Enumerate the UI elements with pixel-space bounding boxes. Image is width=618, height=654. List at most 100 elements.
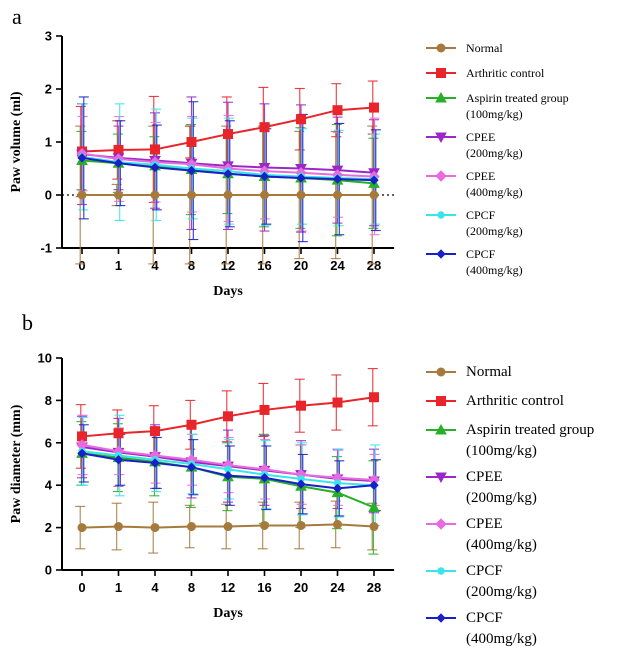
legend-label: (100mg/kg) <box>466 107 523 121</box>
legend-label: CPEE <box>466 469 503 485</box>
legend-marker <box>436 249 446 259</box>
legend-label: (400mg/kg) <box>466 631 537 647</box>
x-tick-label: 28 <box>367 580 381 595</box>
data-point <box>223 470 233 481</box>
x-tick-label: 24 <box>330 580 345 595</box>
legend-label: (200mg/kg) <box>466 584 537 600</box>
legend-label: CPEE <box>466 130 495 144</box>
data-point <box>332 105 343 116</box>
legend-label: CPEE <box>466 516 503 532</box>
legend-marker <box>435 170 447 182</box>
data-point <box>296 400 306 411</box>
data-point <box>259 473 270 483</box>
panel-letter-a: a <box>12 4 22 29</box>
x-tick-label: 12 <box>221 580 235 595</box>
data-point <box>296 520 306 530</box>
legend-label: CPCF <box>466 610 503 626</box>
y-tick-label: 10 <box>38 351 52 366</box>
data-point <box>369 102 379 113</box>
legend-label: Arthritic control <box>466 393 564 409</box>
data-point <box>150 162 160 173</box>
x-tick-label: 20 <box>294 258 308 273</box>
legend: Normal Arthritic control Aspirin treated g… <box>426 41 569 277</box>
data-point <box>332 397 343 408</box>
legend-marker <box>436 43 446 53</box>
legend-marker <box>437 211 445 219</box>
y-tick-label: 0 <box>45 563 52 578</box>
data-point <box>260 190 269 200</box>
panel-letter-b: b <box>22 310 33 335</box>
data-point <box>223 411 233 422</box>
y-tick-label: 1 <box>45 135 52 150</box>
data-point <box>187 522 196 532</box>
x-tick-label: 0 <box>78 258 85 273</box>
data-point <box>113 428 124 439</box>
x-tick-label: 16 <box>257 258 271 273</box>
data-point <box>114 190 123 200</box>
legend-label: CPEE <box>466 169 495 183</box>
data-point <box>259 122 270 133</box>
data-point <box>150 458 160 468</box>
legend: Normal Arthritic control Aspirin treated g… <box>426 364 594 647</box>
y-axis-title: Paw diameter (mm) <box>9 404 24 523</box>
x-tick-label: 28 <box>367 258 381 273</box>
data-point <box>150 190 160 200</box>
data-point <box>113 455 124 465</box>
data-point <box>186 462 197 472</box>
data-point <box>369 392 379 403</box>
data-point <box>223 169 233 179</box>
legend-label: CPCF <box>466 563 503 579</box>
data-point <box>332 174 343 184</box>
x-tick-label: 16 <box>257 580 271 595</box>
legend-label: Normal <box>466 41 503 55</box>
legend-label: Normal <box>466 364 512 380</box>
data-point <box>259 404 270 415</box>
y-tick-label: 8 <box>45 393 52 408</box>
legend-marker <box>436 367 446 377</box>
data-point <box>77 448 87 459</box>
data-point <box>186 137 197 147</box>
data-point <box>77 523 87 533</box>
data-point <box>150 426 160 437</box>
data-point <box>113 144 124 155</box>
y-tick-label: 2 <box>45 520 52 535</box>
legend-marker <box>436 68 446 78</box>
data-point <box>296 190 306 200</box>
data-point <box>369 175 379 185</box>
x-tick-label: 24 <box>330 258 345 273</box>
legend-label: (100mg/kg) <box>466 443 537 459</box>
legend-label: CPCF <box>466 208 496 222</box>
x-tick-label: 1 <box>115 258 122 273</box>
data-point <box>77 190 87 200</box>
data-point <box>368 501 380 512</box>
y-tick-label: 6 <box>45 435 52 450</box>
data-point <box>259 171 270 182</box>
data-point <box>187 190 196 200</box>
x-tick-label: 20 <box>294 580 308 595</box>
legend-marker <box>435 518 447 530</box>
data-point <box>223 190 233 200</box>
y-tick-label: -1 <box>40 241 52 256</box>
legend-label: (200mg/kg) <box>466 224 523 238</box>
y-axis-title: Paw volume (ml) <box>9 91 24 192</box>
y-tick-label: 3 <box>45 29 52 44</box>
legend-label: (200mg/kg) <box>466 490 537 506</box>
data-point <box>223 522 233 532</box>
legend-label: (400mg/kg) <box>466 263 523 277</box>
y-tick-label: 2 <box>45 82 52 97</box>
legend-label: (200mg/kg) <box>466 146 523 160</box>
data-point <box>150 523 160 533</box>
data-point <box>333 190 342 200</box>
x-tick-label: 4 <box>151 258 159 273</box>
x-tick-label: 4 <box>151 580 159 595</box>
x-tick-label: 0 <box>78 580 85 595</box>
x-tick-label: 1 <box>115 580 122 595</box>
data-point <box>332 483 343 494</box>
data-point <box>260 520 269 530</box>
x-tick-label: 12 <box>221 258 235 273</box>
data-point <box>333 519 342 529</box>
data-point <box>77 153 87 163</box>
data-point <box>186 419 197 430</box>
legend-marker <box>435 91 447 103</box>
